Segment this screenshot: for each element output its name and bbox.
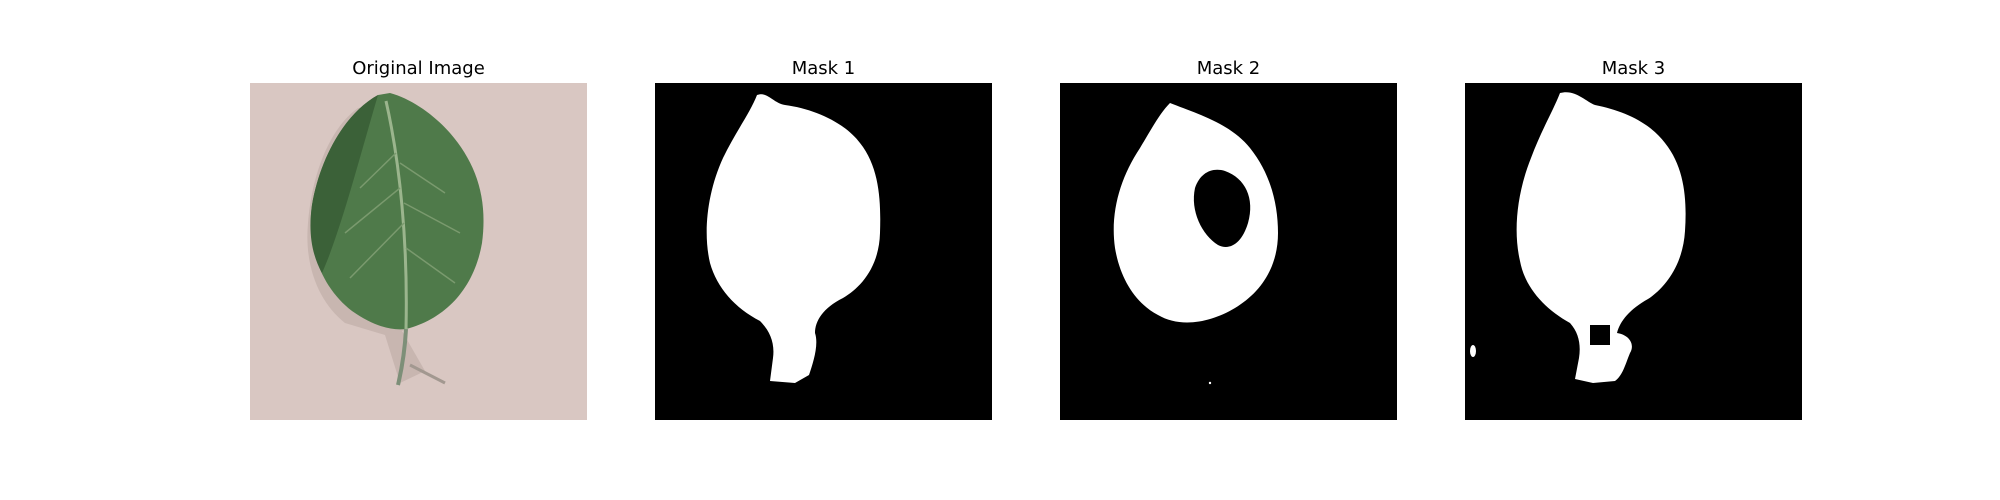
panel-title: Mask 1 bbox=[791, 58, 856, 79]
mask-3-image bbox=[1465, 83, 1802, 420]
panel-title: Mask 2 bbox=[1196, 58, 1261, 79]
mask-2-image bbox=[1060, 83, 1397, 420]
panel-title: Mask 3 bbox=[1601, 58, 1666, 79]
panel-title: Original Image bbox=[352, 58, 485, 79]
original-leaf-photo bbox=[250, 83, 587, 420]
mask-1-image bbox=[655, 83, 992, 420]
